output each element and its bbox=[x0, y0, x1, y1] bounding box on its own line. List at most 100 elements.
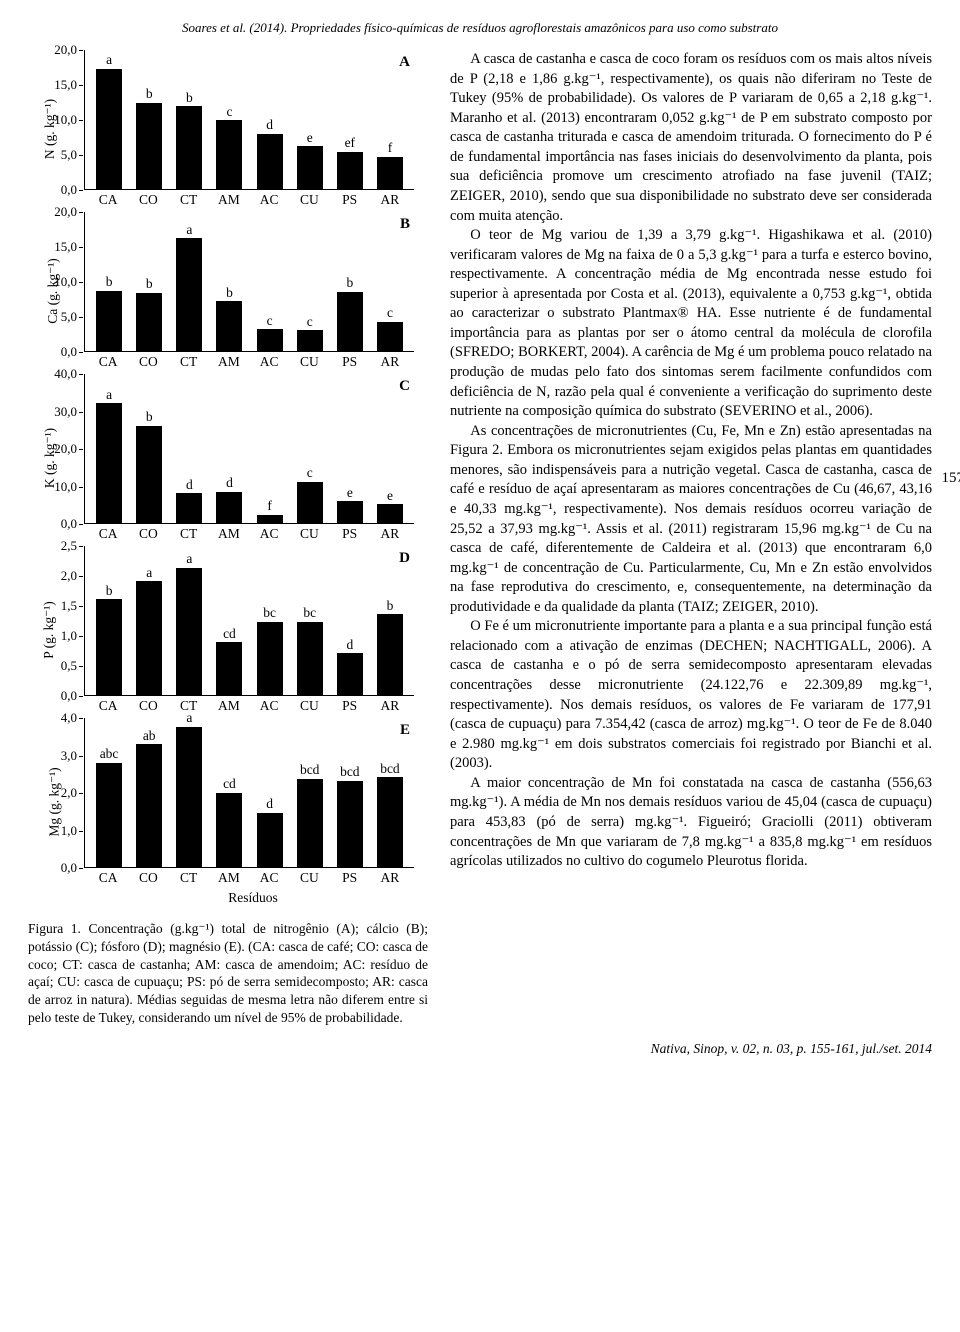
bar-letter: f bbox=[370, 141, 410, 155]
bar: cd bbox=[209, 642, 249, 695]
bar-letter: b bbox=[89, 275, 129, 289]
xtick: CO bbox=[128, 192, 168, 208]
xticks: CACOCTAMACCUPSAR bbox=[84, 524, 414, 542]
xticks: CACOCTAMACCUPSAR bbox=[84, 696, 414, 714]
bar-letter: d bbox=[169, 478, 209, 492]
ytick: 0,0 bbox=[61, 182, 77, 198]
bar: c bbox=[209, 120, 249, 189]
xtick: CO bbox=[128, 354, 168, 370]
xtick: CA bbox=[88, 870, 128, 886]
bar: b bbox=[330, 292, 370, 352]
xtick: CA bbox=[88, 192, 128, 208]
bar: ef bbox=[330, 152, 370, 189]
xtick: AM bbox=[209, 354, 249, 370]
bar: b bbox=[89, 291, 129, 351]
ytick: 1,0 bbox=[61, 628, 77, 644]
bar: bc bbox=[250, 622, 290, 695]
bar: c bbox=[290, 482, 330, 523]
bar-letter: ab bbox=[129, 729, 169, 743]
bar-letter: bc bbox=[250, 606, 290, 620]
figure-column: N (g. kg⁻¹)Aabbcdeeff0,05,010,015,020,0C… bbox=[28, 50, 428, 1027]
bar: f bbox=[250, 515, 290, 523]
xtick: CU bbox=[289, 870, 329, 886]
body-paragraph: O Fe é um micronutriente importante para… bbox=[450, 617, 932, 774]
xtick: PS bbox=[330, 354, 370, 370]
body-text: 157 A casca de castanha e casca de coco … bbox=[450, 50, 932, 1027]
bar-letter: e bbox=[330, 486, 370, 500]
page-footer: Nativa, Sinop, v. 02, n. 03, p. 155-161,… bbox=[28, 1041, 932, 1057]
bar-letter: b bbox=[330, 276, 370, 290]
bar-letter: b bbox=[129, 277, 169, 291]
bar: bcd bbox=[370, 777, 410, 867]
ytick: 0,0 bbox=[61, 516, 77, 532]
xtick: CU bbox=[289, 192, 329, 208]
ytick: 30,0 bbox=[54, 404, 77, 420]
bar-letter: b bbox=[169, 91, 209, 105]
xtick: AC bbox=[249, 870, 289, 886]
page-number: 157 bbox=[942, 468, 960, 488]
bar-letter: c bbox=[290, 466, 330, 480]
bar-letter: bcd bbox=[330, 765, 370, 779]
bar: b bbox=[169, 106, 209, 189]
xtick: AM bbox=[209, 192, 249, 208]
plot-area: abbcdeeff bbox=[84, 50, 414, 190]
bar: d bbox=[330, 653, 370, 695]
bar: c bbox=[370, 322, 410, 351]
plot-area: baacdbcbcdb bbox=[84, 546, 414, 696]
xtick: PS bbox=[330, 870, 370, 886]
chart-D: P (g. kg⁻¹)Dbaacdbcbcdb0,00,51,01,52,02,… bbox=[34, 546, 414, 714]
xtick: CT bbox=[169, 870, 209, 886]
bar: d bbox=[169, 493, 209, 523]
xtick: AR bbox=[370, 870, 410, 886]
xtick: PS bbox=[330, 698, 370, 714]
bar-letter: b bbox=[129, 87, 169, 101]
xtick: CU bbox=[289, 354, 329, 370]
chart-C: K (g. kg⁻¹)Cabddfcee0,010,020,030,040,0C… bbox=[34, 374, 414, 542]
body-paragraph: A casca de castanha e casca de coco fora… bbox=[450, 50, 932, 226]
bar-letter: c bbox=[370, 306, 410, 320]
xtick: AR bbox=[370, 698, 410, 714]
ytick: 15,0 bbox=[54, 77, 77, 93]
body-paragraph: O teor de Mg variou de 1,39 a 3,79 g.kg⁻… bbox=[450, 226, 932, 422]
xtick: AR bbox=[370, 354, 410, 370]
chart-B: Ca (g. kg⁻¹)Bbbabccbc0,05,010,015,020,0C… bbox=[34, 212, 414, 370]
bar-letter: bcd bbox=[370, 762, 410, 776]
ytick: 2,0 bbox=[61, 785, 77, 801]
bar: abc bbox=[89, 763, 129, 867]
xticks: CACOCTAMACCUPSAR bbox=[84, 352, 414, 370]
xtick: AM bbox=[209, 698, 249, 714]
xaxis-label: Resíduos bbox=[78, 890, 428, 906]
xtick: CT bbox=[169, 192, 209, 208]
xtick: CA bbox=[88, 354, 128, 370]
bar: bcd bbox=[290, 779, 330, 867]
bar: b bbox=[129, 293, 169, 351]
xtick: CO bbox=[128, 698, 168, 714]
xtick: AC bbox=[249, 526, 289, 542]
bar: b bbox=[129, 103, 169, 189]
figure-caption: Figura 1. Concentração (g.kg⁻¹) total de… bbox=[28, 920, 428, 1027]
bar: a bbox=[129, 581, 169, 695]
bar-letter: a bbox=[169, 223, 209, 237]
chart-E: Mg (g. kg⁻¹)Eabcabacddbcdbcdbcd0,01,02,0… bbox=[34, 718, 414, 886]
bar: a bbox=[169, 238, 209, 351]
bar-letter: d bbox=[250, 797, 290, 811]
body-paragraph: As concentrações de micronutrientes (Cu,… bbox=[450, 422, 932, 618]
page-header: Soares et al. (2014). Propriedades físic… bbox=[28, 20, 932, 36]
bar-letter: b bbox=[209, 286, 249, 300]
bar: ab bbox=[129, 744, 169, 867]
xtick: CO bbox=[128, 526, 168, 542]
ytick: 20,0 bbox=[54, 204, 77, 220]
bar: a bbox=[169, 568, 209, 695]
bar: bcd bbox=[330, 781, 370, 867]
bar: d bbox=[250, 813, 290, 867]
ytick: 20,0 bbox=[54, 441, 77, 457]
bar-letter: d bbox=[330, 638, 370, 652]
bar-letter: f bbox=[250, 499, 290, 513]
ytick: 5,0 bbox=[61, 309, 77, 325]
xtick: AC bbox=[249, 354, 289, 370]
bar: e bbox=[290, 146, 330, 189]
bar-letter: d bbox=[250, 118, 290, 132]
xtick: CU bbox=[289, 526, 329, 542]
bar-letter: b bbox=[89, 584, 129, 598]
bar-letter: e bbox=[370, 489, 410, 503]
